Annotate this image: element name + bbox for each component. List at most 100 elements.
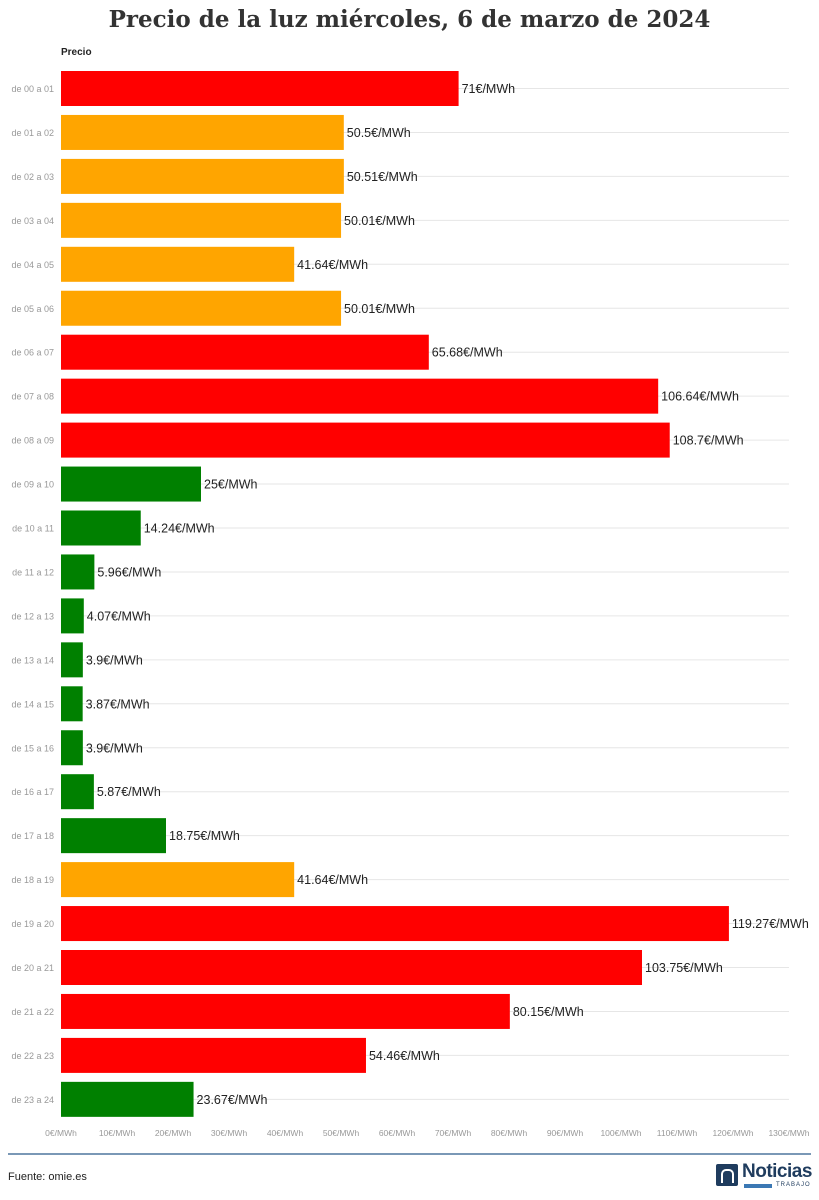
bar-7 [61, 378, 659, 414]
x-tick-label-3: 30€/MWh [211, 1128, 248, 1138]
value-label-16: 5.87€/MWh [97, 785, 161, 799]
x-tick-label-13: 130€/MWh [768, 1128, 809, 1138]
x-tick-label-7: 70€/MWh [435, 1128, 472, 1138]
bar-20 [61, 950, 642, 985]
bar-12 [61, 598, 84, 634]
value-label-2: 50.51€/MWh [347, 170, 418, 184]
bar-11 [61, 554, 95, 590]
category-label-19: de 19 a 20 [11, 919, 54, 929]
category-label-16: de 16 a 17 [11, 787, 54, 797]
bar-13 [61, 642, 83, 678]
category-label-3: de 03 a 04 [11, 216, 54, 226]
bar-0 [61, 71, 459, 106]
logo-accent-bar [744, 1184, 772, 1188]
bar-16 [61, 774, 94, 810]
category-label-10: de 10 a 11 [12, 524, 54, 534]
bar-3 [61, 202, 342, 238]
value-label-8: 108.7€/MWh [673, 434, 744, 448]
value-label-19: 119.27€/MWh [732, 917, 809, 931]
footer-divider [8, 1153, 811, 1155]
category-label-23: de 23 a 24 [11, 1095, 54, 1105]
series-header: Precio [61, 47, 92, 58]
bars [61, 71, 729, 1117]
x-axis-ticks: 0€/MWh 10€/MWh 20€/MWh 30€/MWh 40€/MWh 50€/MW… [45, 1128, 810, 1138]
category-label-4: de 04 a 05 [11, 260, 54, 270]
x-tick-label-2: 20€/MWh [155, 1128, 192, 1138]
x-tick-label-9: 90€/MWh [547, 1128, 584, 1138]
value-label-1: 50.5€/MWh [347, 126, 411, 140]
bar-4 [61, 246, 295, 282]
value-labels: 71€/MWh 50.5€/MWh 50.51€/MWh 50.01€/MWh 41.6… [86, 82, 809, 1107]
x-tick-label-10: 100€/MWh [600, 1128, 641, 1138]
value-label-22: 54.46€/MWh [369, 1049, 440, 1063]
category-labels: de 00 a 01 de 01 a 02 de 02 a 03 de 03 a 04… [11, 84, 54, 1105]
value-label-3: 50.01€/MWh [344, 214, 415, 228]
category-label-5: de 05 a 06 [11, 304, 54, 314]
x-tick-label-0: 0€/MWh [45, 1128, 77, 1138]
logo-n-icon [716, 1164, 738, 1186]
bar-18 [61, 862, 295, 898]
bar-15 [61, 730, 83, 766]
x-tick-label-6: 60€/MWh [379, 1128, 416, 1138]
category-label-2: de 02 a 03 [11, 172, 54, 182]
category-label-21: de 21 a 22 [11, 1007, 54, 1017]
value-label-0: 71€/MWh [462, 82, 516, 96]
bar-14 [61, 686, 83, 722]
category-label-20: de 20 a 21 [11, 963, 54, 973]
logo-wordmark: Noticias [742, 1161, 812, 1182]
value-label-11: 5.96€/MWh [97, 565, 161, 579]
bar-chart: 71€/MWh 50.5€/MWh 50.51€/MWh 50.01€/MWh 41.6… [11, 71, 810, 1138]
bar-10 [61, 510, 141, 546]
bar-9 [61, 466, 201, 502]
value-label-17: 18.75€/MWh [169, 829, 240, 843]
x-tick-label-4: 40€/MWh [267, 1128, 304, 1138]
category-label-22: de 22 a 23 [11, 1051, 54, 1061]
logo-subtitle: TRABAJO [776, 1182, 811, 1188]
value-label-21: 80.15€/MWh [513, 1005, 584, 1019]
bar-22 [61, 1037, 366, 1073]
category-label-17: de 17 a 18 [11, 831, 54, 841]
value-label-4: 41.64€/MWh [297, 258, 368, 272]
category-label-12: de 12 a 13 [11, 611, 54, 621]
value-label-15: 3.9€/MWh [86, 741, 143, 755]
bar-5 [61, 290, 342, 326]
value-label-14: 3.87€/MWh [86, 697, 150, 711]
value-label-7: 106.64€/MWh [661, 390, 739, 404]
category-label-18: de 18 a 19 [11, 875, 54, 885]
value-label-20: 103.75€/MWh [645, 961, 723, 975]
value-label-5: 50.01€/MWh [344, 302, 415, 316]
bar-2 [61, 158, 344, 194]
category-label-9: de 09 a 10 [11, 480, 54, 490]
value-label-12: 4.07€/MWh [87, 609, 151, 623]
category-label-15: de 15 a 16 [11, 743, 54, 753]
source-credit: Fuente: omie.es [8, 1171, 87, 1183]
grid-lines [61, 88, 789, 1100]
category-label-0: de 00 a 01 [11, 84, 54, 94]
category-label-1: de 01 a 02 [11, 128, 54, 138]
category-label-11: de 11 a 12 [12, 567, 54, 577]
x-tick-label-5: 50€/MWh [323, 1128, 360, 1138]
category-label-14: de 14 a 15 [11, 699, 54, 709]
value-label-10: 14.24€/MWh [144, 522, 215, 536]
value-label-18: 41.64€/MWh [297, 873, 368, 887]
bar-17 [61, 818, 166, 854]
bar-23 [61, 1081, 194, 1117]
x-tick-label-11: 110€/MWh [657, 1128, 698, 1138]
bar-8 [61, 422, 670, 458]
noticias-trabajo-logo: Noticias TRABAJO [716, 1162, 812, 1190]
category-label-6: de 06 a 07 [11, 348, 54, 358]
value-label-23: 23.67€/MWh [197, 1093, 268, 1107]
bar-1 [61, 114, 344, 150]
x-tick-label-8: 80€/MWh [491, 1128, 528, 1138]
value-label-6: 65.68€/MWh [432, 346, 503, 360]
value-label-9: 25€/MWh [204, 478, 258, 492]
x-tick-label-12: 120€/MWh [712, 1128, 753, 1138]
bar-21 [61, 993, 510, 1029]
bar-6 [61, 334, 429, 370]
category-label-13: de 13 a 14 [11, 655, 54, 665]
x-tick-label-1: 10€/MWh [99, 1128, 136, 1138]
chart-title: Precio de la luz miércoles, 6 de marzo d… [108, 6, 711, 33]
bar-19 [61, 906, 729, 942]
category-label-7: de 07 a 08 [11, 392, 54, 402]
value-label-13: 3.9€/MWh [86, 653, 143, 667]
